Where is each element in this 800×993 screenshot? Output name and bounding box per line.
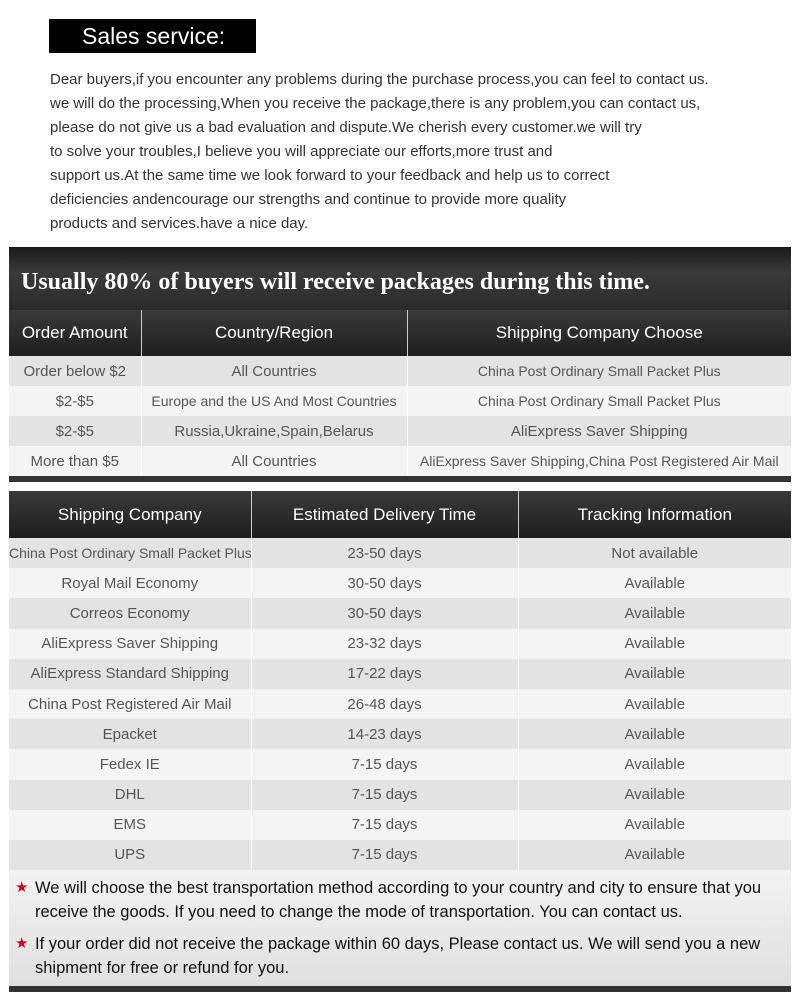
table-cell: China Post Ordinary Small Packet Plus [406,356,791,386]
table-cell: $2-$5 [9,416,141,446]
sales-service-title: Sales service: [49,19,256,53]
table-cell: Fedex IE [9,749,251,780]
divider-bar [9,476,791,482]
delivery-notice-heading: Usually 80% of buyers will receive packa… [9,247,791,310]
table-row: Royal Mail Economy 30-50 days Available [9,568,791,599]
table-row: Fedex IE 7-15 days Available [9,749,791,780]
column-header: Shipping Company Choose [406,310,791,356]
table-cell: Correos Economy [9,598,251,629]
table-cell: All Countries [140,446,407,476]
table-cell: China Post Ordinary Small Packet Plus [406,386,791,416]
table-row: EMS 7-15 days Available [9,809,791,840]
table-row: Epacket 14-23 days Available [9,719,791,750]
table-cell: Available [517,568,791,599]
table-cell: 23-50 days [250,538,518,569]
table-cell: Available [517,658,791,689]
table-row: AliExpress Saver Shipping 23-32 days Avail… [9,628,791,659]
table-row: AliExpress Standard Shipping 17-22 days Av… [9,658,791,689]
column-header: Country/Region [140,310,407,356]
table-cell: More than $5 [9,446,141,476]
table-cell: 7-15 days [250,749,518,780]
table-row: Order below $2 All Countries China Post Or… [9,356,791,386]
intro-line: Dear buyers,if you encounter any problem… [50,71,709,88]
table-cell: Royal Mail Economy [9,568,251,599]
table-cell: Available [517,719,791,750]
star-icon: ★ [15,935,29,953]
table-cell: Order below $2 [9,356,141,386]
table-cell: AliExpress Standard Shipping [9,658,251,689]
table-cell: 7-15 days [250,839,518,871]
table-cell: Available [517,779,791,810]
table-cell: UPS [9,839,251,871]
table-cell: China Post Registered Air Mail [9,688,251,720]
shipping-company-section: Shipping Company Estimated Delivery Time T… [9,491,791,993]
intro-line: products and services.have a nice day. [50,215,309,232]
divider-bar [9,986,791,993]
table-row: China Post Ordinary Small Packet Plus 23-… [9,538,791,569]
table-cell: Available [517,598,791,629]
column-header: Shipping Company [9,491,251,538]
table-cell: 26-48 days [250,688,518,720]
shipping-notes: ★ We will choose the best transportation… [9,870,791,987]
table-cell: China Post Ordinary Small Packet Plus [9,538,251,569]
table-cell: 30-50 days [250,568,518,599]
shipping-company-table: Shipping Company Estimated Delivery Time T… [9,491,791,871]
table-row: DHL 7-15 days Available [9,779,791,810]
intro-line: please do not give us a bad evaluation a… [50,119,642,136]
table-cell: Not available [517,538,791,569]
table-cell: Available [517,628,791,659]
table-cell: Available [517,839,791,871]
table-cell: Available [517,809,791,840]
star-icon: ★ [15,879,29,897]
note-text: If your order did not receive the packag… [35,935,761,978]
table-cell: 17-22 days [250,658,518,689]
order-amount-table: Order Amount Country/Region Shipping Compa… [9,310,791,476]
table-row: $2-$5 Russia,Ukraine,Spain,Belarus AliExpr… [9,416,791,446]
table-cell: Russia,Ukraine,Spain,Belarus [140,416,407,446]
note-text: We will choose the best transportation m… [35,879,762,922]
table-cell: 14-23 days [250,719,518,750]
table-cell: Europe and the US And Most Countries [140,386,407,416]
table-cell: 30-50 days [250,598,518,629]
table-cell: AliExpress Saver Shipping,China Post Reg… [406,446,791,476]
table-cell: All Countries [140,356,407,386]
column-header: Tracking Information [517,491,791,538]
intro-line: deficiencies andencourage our strengths … [50,191,567,208]
table-cell: AliExpress Saver Shipping [406,416,791,446]
table-cell: Available [517,688,791,720]
intro-line: we will do the processing,When you recei… [50,95,701,112]
table-cell: 7-15 days [250,779,518,810]
intro-line: support us.At the same time we look forw… [50,167,610,184]
table-row: Correos Economy 30-50 days Available [9,598,791,629]
intro-line: to solve your troubles,I believe you wil… [50,143,553,160]
column-header: Estimated Delivery Time [250,491,518,538]
table-cell: Available [517,749,791,780]
table-cell: EMS [9,809,251,840]
table-cell: AliExpress Saver Shipping [9,628,251,659]
table-row: China Post Registered Air Mail 26-48 days… [9,688,791,720]
note-item: ★ If your order did not receive the pack… [15,932,791,980]
table-row: $2-$5 Europe and the US And Most Countrie… [9,386,791,416]
intro-paragraph: Dear buyers,if you encounter any problem… [50,68,790,236]
table-cell: DHL [9,779,251,810]
table-cell: 7-15 days [250,809,518,840]
table-cell: Epacket [9,719,251,750]
order-amount-section: Usually 80% of buyers will receive packa… [9,247,791,482]
table-row: UPS 7-15 days Available [9,839,791,871]
note-item: ★ We will choose the best transportation… [15,876,791,924]
table-cell: $2-$5 [9,386,141,416]
table-row: More than $5 All Countries AliExpress Save… [9,446,791,476]
table-cell: 23-32 days [250,628,518,659]
column-header: Order Amount [9,310,141,356]
